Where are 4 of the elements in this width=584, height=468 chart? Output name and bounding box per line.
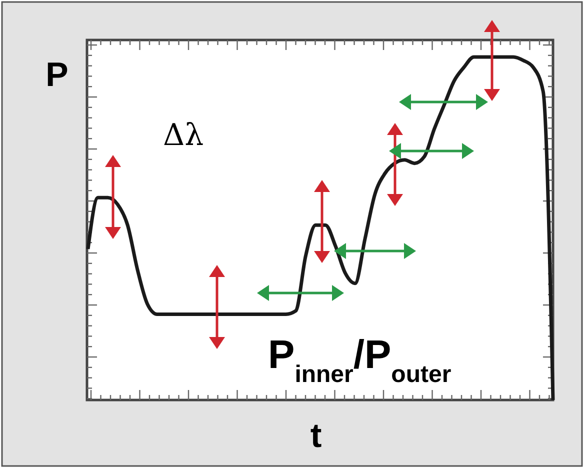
x-axis-title: t [310, 417, 322, 455]
y-axis-title: P [46, 56, 68, 94]
annotation: P$_{inner}$/P$_{outer}$ [268, 333, 452, 388]
annotation: Δλ [163, 118, 204, 153]
